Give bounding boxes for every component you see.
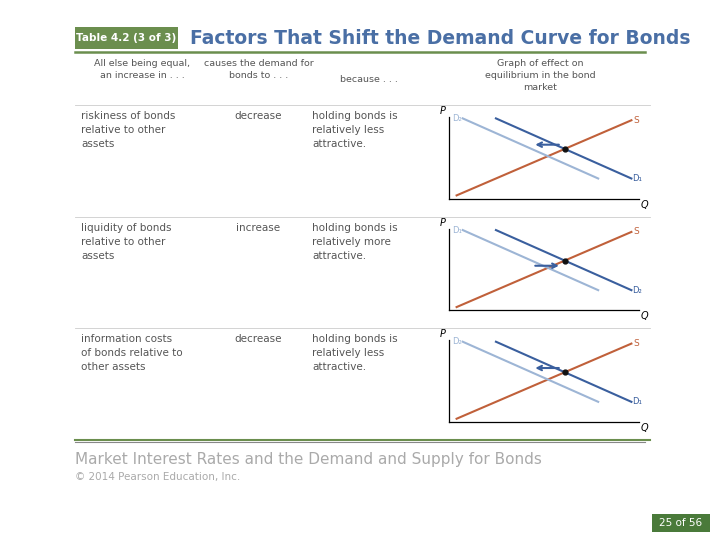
Text: Q: Q	[641, 200, 649, 210]
Text: P: P	[440, 106, 446, 116]
Text: decrease: decrease	[235, 111, 282, 121]
Text: Factors That Shift the Demand Curve for Bonds: Factors That Shift the Demand Curve for …	[190, 29, 690, 48]
Text: 25 of 56: 25 of 56	[660, 518, 703, 528]
Text: riskiness of bonds
relative to other
assets: riskiness of bonds relative to other ass…	[81, 111, 176, 149]
Text: P: P	[440, 218, 446, 228]
Text: P: P	[440, 329, 446, 339]
Text: Table 4.2 (3 of 3): Table 4.2 (3 of 3)	[76, 33, 176, 43]
Text: information costs
of bonds relative to
other assets: information costs of bonds relative to o…	[81, 334, 183, 373]
Text: D₂: D₂	[452, 114, 462, 123]
FancyBboxPatch shape	[75, 27, 178, 49]
Text: S: S	[634, 339, 639, 348]
Text: D₁: D₁	[452, 226, 462, 234]
Text: D₂: D₂	[452, 337, 462, 346]
Text: causes the demand for
bonds to . . .: causes the demand for bonds to . . .	[204, 59, 313, 80]
Text: Graph of effect on
equilibrium in the bond
market: Graph of effect on equilibrium in the bo…	[485, 59, 595, 92]
Text: S: S	[634, 116, 639, 125]
Text: D₂: D₂	[632, 286, 642, 295]
Text: holding bonds is
relatively less
attractive.: holding bonds is relatively less attract…	[312, 334, 397, 373]
Text: © 2014 Pearson Education, Inc.: © 2014 Pearson Education, Inc.	[75, 472, 240, 482]
Text: decrease: decrease	[235, 334, 282, 345]
Text: increase: increase	[236, 222, 281, 233]
Text: Q: Q	[641, 423, 649, 433]
Text: holding bonds is
relatively more
attractive.: holding bonds is relatively more attract…	[312, 222, 397, 261]
FancyBboxPatch shape	[652, 514, 710, 532]
Text: holding bonds is
relatively less
attractive.: holding bonds is relatively less attract…	[312, 111, 397, 149]
Text: D₁: D₁	[632, 174, 642, 183]
Text: D₁: D₁	[632, 397, 642, 406]
Text: liquidity of bonds
relative to other
assets: liquidity of bonds relative to other ass…	[81, 222, 171, 261]
Text: Market Interest Rates and the Demand and Supply for Bonds: Market Interest Rates and the Demand and…	[75, 452, 542, 467]
Text: because . . .: because . . .	[340, 75, 397, 84]
Text: S: S	[634, 227, 639, 237]
Text: All else being equal,
an increase in . . .: All else being equal, an increase in . .…	[94, 59, 191, 80]
Text: Q: Q	[641, 312, 649, 321]
